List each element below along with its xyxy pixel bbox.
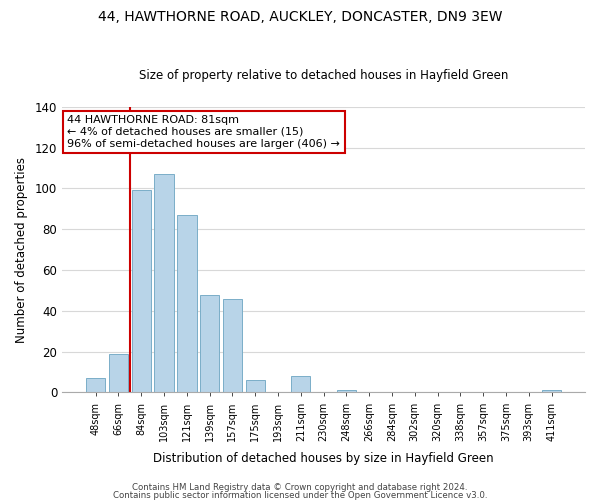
Text: Contains HM Land Registry data © Crown copyright and database right 2024.: Contains HM Land Registry data © Crown c…: [132, 484, 468, 492]
Text: Contains public sector information licensed under the Open Government Licence v3: Contains public sector information licen…: [113, 490, 487, 500]
Bar: [542, 390, 561, 392]
Text: 44, HAWTHORNE ROAD, AUCKLEY, DONCASTER, DN9 3EW: 44, HAWTHORNE ROAD, AUCKLEY, DONCASTER, …: [98, 10, 502, 24]
Bar: [337, 390, 356, 392]
Bar: [131, 190, 151, 392]
Bar: [109, 354, 128, 393]
Title: Size of property relative to detached houses in Hayfield Green: Size of property relative to detached ho…: [139, 69, 508, 82]
Bar: [200, 294, 219, 392]
Bar: [154, 174, 174, 392]
Bar: [245, 380, 265, 392]
X-axis label: Distribution of detached houses by size in Hayfield Green: Distribution of detached houses by size …: [153, 452, 494, 465]
Y-axis label: Number of detached properties: Number of detached properties: [15, 156, 28, 342]
Text: 44 HAWTHORNE ROAD: 81sqm
← 4% of detached houses are smaller (15)
96% of semi-de: 44 HAWTHORNE ROAD: 81sqm ← 4% of detache…: [67, 116, 340, 148]
Bar: [177, 215, 197, 392]
Bar: [291, 376, 310, 392]
Bar: [223, 298, 242, 392]
Bar: [86, 378, 106, 392]
